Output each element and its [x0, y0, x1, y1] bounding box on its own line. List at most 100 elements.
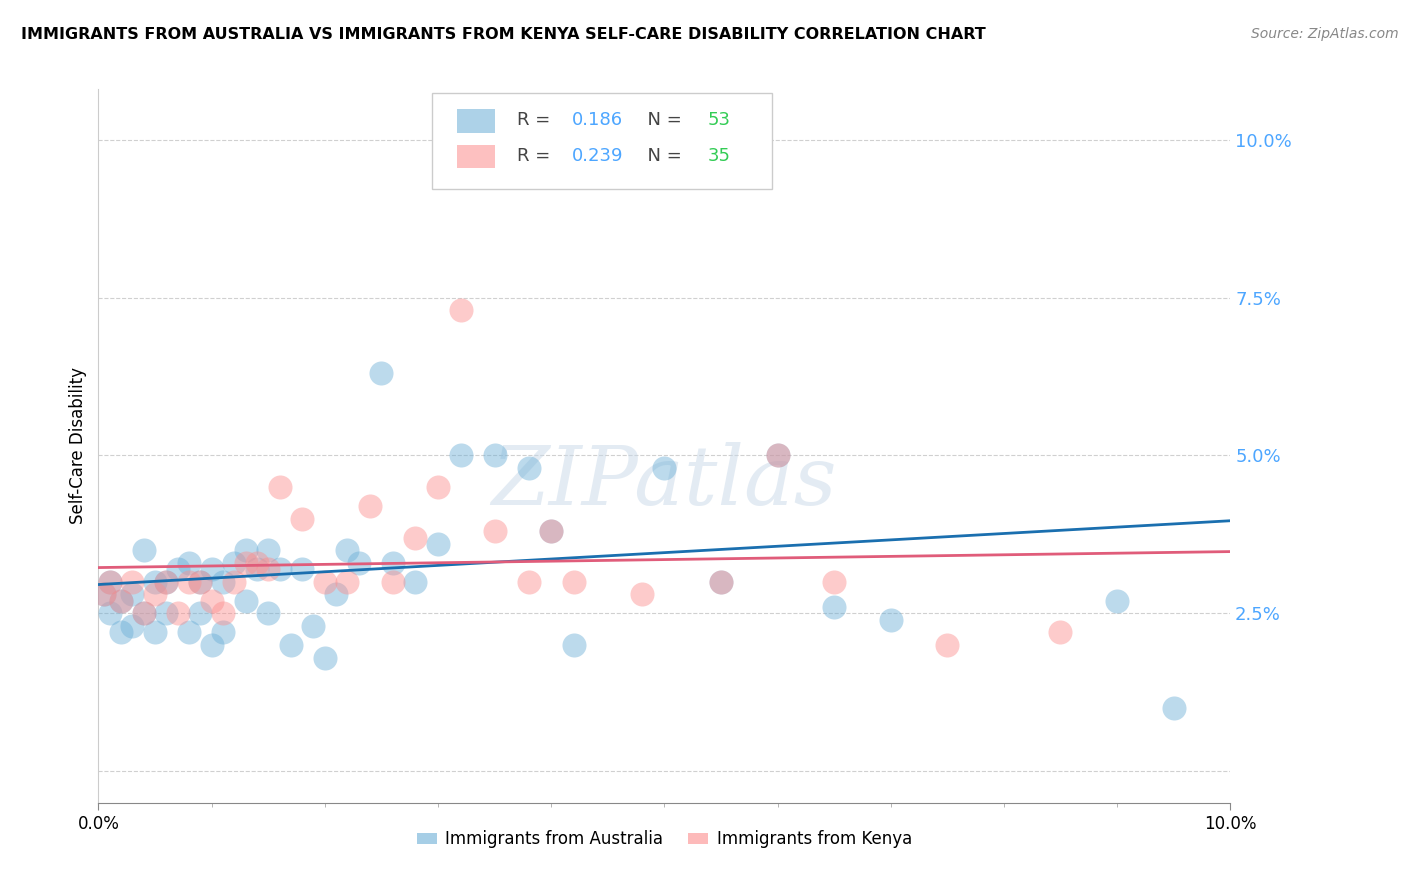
Point [370, 367, 392, 381]
Point [121, 619, 143, 633]
Point [235, 543, 257, 558]
Point [212, 607, 235, 621]
Point [98, 607, 121, 621]
Point [381, 556, 404, 570]
Point [291, 562, 314, 576]
Legend: Immigrants from Australia, Immigrants from Kenya: Immigrants from Australia, Immigrants fr… [411, 824, 918, 855]
Point [347, 556, 370, 570]
Point [427, 480, 450, 494]
Point [143, 574, 166, 589]
Point [314, 650, 336, 665]
Point [596, 133, 619, 147]
Point [188, 574, 211, 589]
Text: 0.239: 0.239 [571, 146, 623, 164]
Point [880, 613, 903, 627]
Text: IMMIGRANTS FROM AUSTRALIA VS IMMIGRANTS FROM KENYA SELF-CARE DISABILITY CORRELAT: IMMIGRANTS FROM AUSTRALIA VS IMMIGRANTS … [21, 27, 986, 42]
Point [336, 543, 359, 558]
Text: R =: R = [517, 111, 557, 128]
Point [201, 638, 224, 652]
Point [257, 543, 280, 558]
Point [235, 593, 257, 607]
Point [359, 499, 381, 513]
Point [1049, 625, 1071, 640]
Point [381, 574, 404, 589]
Point [132, 607, 155, 621]
Point [766, 449, 789, 463]
Point [450, 303, 472, 318]
Point [132, 543, 155, 558]
Point [224, 556, 246, 570]
Point [110, 625, 132, 640]
Point [314, 574, 336, 589]
Point [652, 461, 676, 475]
Text: N =: N = [636, 146, 688, 164]
Point [936, 638, 959, 652]
Point [562, 638, 585, 652]
Point [257, 562, 280, 576]
Text: Source: ZipAtlas.com: Source: ZipAtlas.com [1251, 27, 1399, 41]
Point [269, 480, 291, 494]
Point [1163, 701, 1185, 715]
Text: ZIPatlas: ZIPatlas [492, 442, 837, 522]
Point [517, 461, 540, 475]
Point [121, 587, 143, 601]
Text: R =: R = [517, 146, 557, 164]
Point [110, 593, 132, 607]
Point [201, 562, 224, 576]
Point [188, 574, 211, 589]
Point [710, 574, 733, 589]
Point [166, 607, 188, 621]
Point [517, 574, 540, 589]
Point [177, 625, 200, 640]
Point [224, 574, 246, 589]
Point [155, 574, 177, 589]
Point [246, 556, 269, 570]
Point [166, 562, 188, 576]
Point [98, 574, 121, 589]
Point [143, 625, 166, 640]
Y-axis label: Self-Care Disability: Self-Care Disability [69, 368, 87, 524]
Point [110, 593, 132, 607]
Point [177, 574, 200, 589]
Point [235, 556, 257, 570]
Point [280, 638, 302, 652]
Point [132, 607, 155, 621]
Point [710, 574, 733, 589]
FancyBboxPatch shape [432, 93, 772, 189]
Text: 0.186: 0.186 [571, 111, 623, 128]
Point [404, 574, 426, 589]
Point [143, 587, 166, 601]
Point [121, 574, 143, 589]
Point [302, 619, 325, 633]
Point [93, 587, 115, 601]
Point [336, 574, 359, 589]
Point [766, 449, 789, 463]
Point [177, 556, 200, 570]
Bar [457, 145, 495, 169]
Bar [457, 109, 495, 133]
Text: N =: N = [636, 111, 688, 128]
Point [98, 574, 121, 589]
Point [823, 600, 845, 615]
Point [325, 587, 347, 601]
Point [212, 625, 235, 640]
Point [630, 587, 652, 601]
Point [155, 574, 177, 589]
Point [155, 607, 177, 621]
Point [257, 607, 280, 621]
Point [269, 562, 291, 576]
Point [291, 511, 314, 525]
Point [540, 524, 562, 539]
Text: 35: 35 [707, 146, 730, 164]
Point [93, 587, 115, 601]
Point [212, 574, 235, 589]
Point [201, 593, 224, 607]
Point [540, 524, 562, 539]
Point [450, 449, 472, 463]
Point [404, 531, 426, 545]
Point [562, 574, 585, 589]
Point [246, 562, 269, 576]
Point [484, 524, 506, 539]
Point [823, 574, 845, 589]
Point [1107, 593, 1129, 607]
